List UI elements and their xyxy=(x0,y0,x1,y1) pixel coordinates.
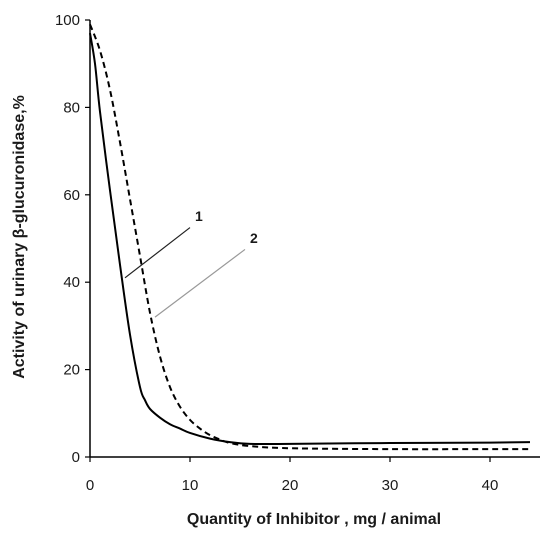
y-tick-label: 60 xyxy=(63,187,80,204)
plot-area: 0 20 40 60 80 100 0 10 20 30 40 1 2 xyxy=(55,12,540,494)
annotation-label-2: 2 xyxy=(250,230,258,246)
x-tick-label: 40 xyxy=(482,477,499,494)
annotation-label-1: 1 xyxy=(195,208,203,224)
series-line-2 xyxy=(89,24,530,451)
y-tick-label: 40 xyxy=(63,274,80,291)
x-tick-label: 0 xyxy=(86,477,94,494)
x-tick-label: 10 xyxy=(182,477,199,494)
y-tick-label: 20 xyxy=(63,362,80,379)
x-tick-label: 30 xyxy=(382,477,399,494)
x-axis-title: Quantity of Inhibitor , mg / animal xyxy=(187,511,441,528)
annotation-leader-2 xyxy=(154,248,246,318)
y-tick-label: 100 xyxy=(55,12,80,29)
y-axis-title: Activity of urinary β-glucuronidase,% xyxy=(11,95,28,379)
y-tick-label: 0 xyxy=(72,449,80,466)
series-line-1 xyxy=(89,32,531,446)
x-tick-label: 20 xyxy=(282,477,299,494)
y-tick-label: 80 xyxy=(63,99,80,116)
annotation-leader-1 xyxy=(124,227,191,279)
